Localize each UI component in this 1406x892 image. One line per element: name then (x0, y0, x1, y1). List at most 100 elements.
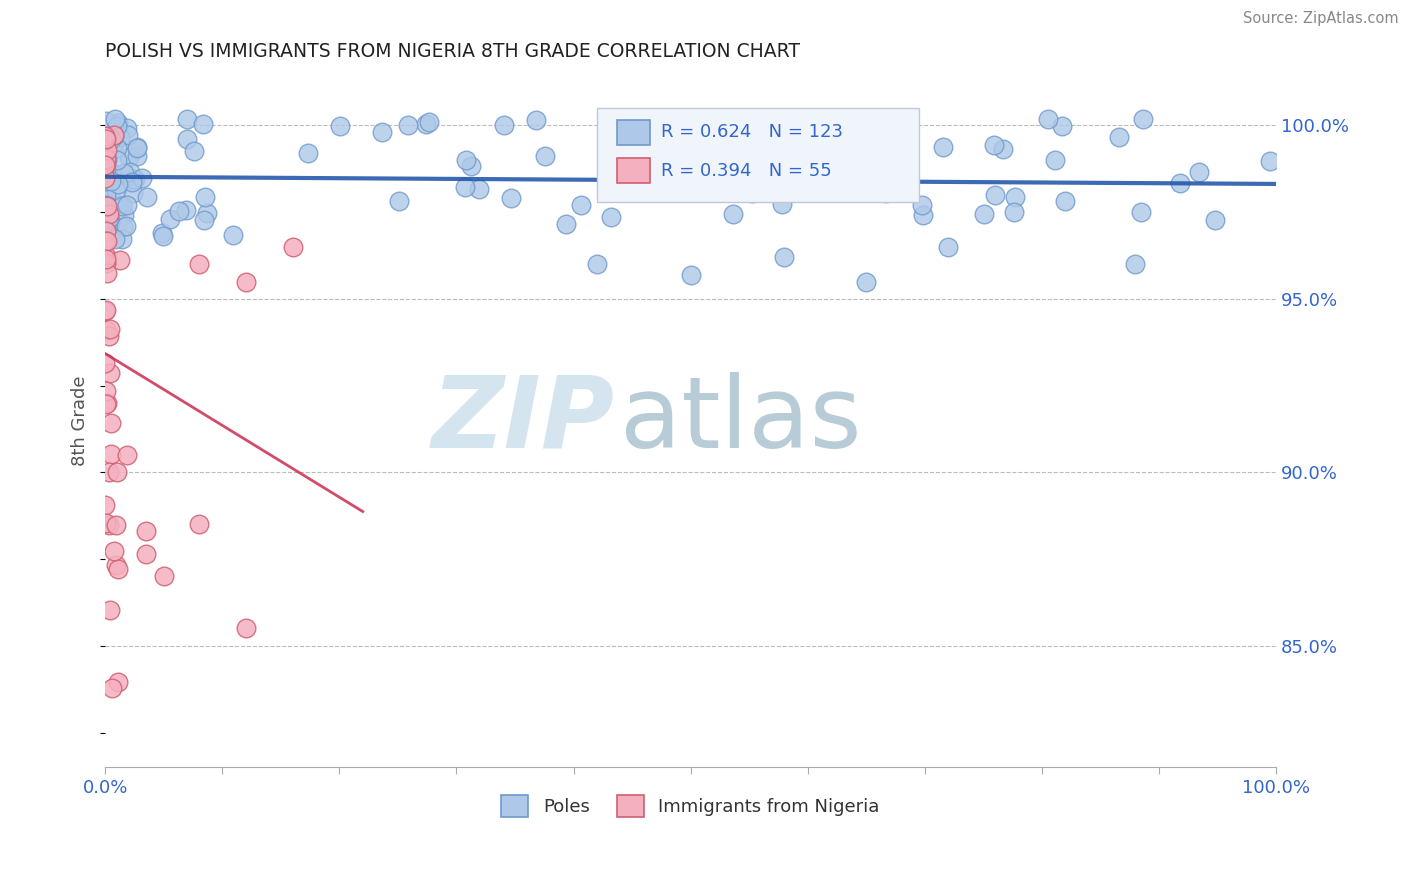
Point (936, 240, 959, 254)
Point (98, 213, 121, 227)
Point (96, 234, 118, 248)
Point (855, 275, 877, 289)
Point (94, 303, 117, 318)
Point (388, 194, 411, 208)
FancyBboxPatch shape (598, 108, 920, 202)
Point (569, 198, 592, 212)
Point (1132, 112, 1154, 127)
Point (111, 199, 134, 213)
Point (647, 117, 669, 131)
Text: POLISH VS IMMIGRANTS FROM NIGERIA 8TH GRADE CORRELATION CHART: POLISH VS IMMIGRANTS FROM NIGERIA 8TH GR… (105, 42, 800, 61)
Point (1052, 120, 1074, 134)
Point (738, 128, 761, 143)
Point (187, 517, 209, 532)
Point (112, 165, 135, 179)
Point (174, 203, 197, 218)
Point (96, 266, 118, 280)
Point (94, 169, 117, 183)
Point (96, 396, 118, 410)
Text: atlas: atlas (620, 372, 862, 469)
Point (103, 136, 125, 150)
Point (94, 198, 117, 212)
Point (104, 232, 127, 246)
Point (193, 212, 215, 227)
Point (118, 165, 141, 179)
Point (104, 112, 127, 126)
Point (98, 517, 121, 532)
Point (125, 149, 148, 163)
Point (533, 148, 555, 162)
Point (100, 174, 122, 188)
Point (176, 132, 198, 146)
Point (94, 224, 117, 238)
Point (98, 169, 121, 184)
Point (152, 229, 174, 244)
Point (108, 252, 131, 267)
Point (1130, 205, 1153, 219)
Point (97, 329, 120, 343)
Point (460, 159, 482, 173)
Legend: Poles, Immigrants from Nigeria: Poles, Immigrants from Nigeria (494, 788, 887, 824)
Point (721, 207, 744, 221)
Point (118, 150, 141, 164)
Point (645, 114, 668, 128)
Point (107, 674, 129, 689)
Text: Source: ZipAtlas.com: Source: ZipAtlas.com (1243, 11, 1399, 26)
Point (415, 117, 437, 131)
Point (94, 234, 117, 248)
Point (222, 228, 245, 243)
Point (117, 198, 139, 212)
Point (107, 116, 129, 130)
Point (100, 416, 122, 430)
Point (235, 622, 257, 636)
Point (1045, 153, 1067, 167)
Point (125, 140, 148, 154)
Point (100, 132, 122, 146)
FancyBboxPatch shape (617, 120, 650, 145)
Point (96, 516, 118, 530)
Point (94, 158, 117, 172)
Point (973, 207, 995, 221)
Point (1054, 194, 1077, 208)
Point (194, 190, 217, 204)
Point (586, 257, 609, 271)
Point (183, 144, 205, 158)
Point (94, 151, 117, 165)
Point (865, 173, 887, 187)
Point (98, 322, 121, 336)
Point (101, 681, 124, 695)
Point (911, 198, 934, 212)
Point (105, 153, 128, 168)
Point (679, 268, 702, 282)
Point (103, 128, 125, 143)
Point (112, 209, 135, 223)
Point (107, 177, 129, 191)
Point (121, 186, 143, 201)
Point (758, 112, 780, 127)
Point (107, 197, 129, 211)
Point (792, 147, 814, 161)
Point (281, 240, 304, 254)
Point (786, 179, 808, 194)
Point (115, 448, 138, 462)
Point (695, 169, 717, 184)
Point (107, 466, 129, 480)
Point (152, 569, 174, 583)
FancyBboxPatch shape (617, 158, 650, 183)
Point (136, 190, 159, 204)
Point (94, 397, 117, 411)
Point (121, 176, 143, 190)
Point (96, 157, 118, 171)
Point (396, 118, 419, 132)
Point (187, 257, 209, 271)
Point (96, 174, 118, 188)
Point (1258, 154, 1281, 169)
Text: R = 0.394   N = 55: R = 0.394 N = 55 (661, 161, 832, 179)
Text: R = 0.624   N = 123: R = 0.624 N = 123 (661, 123, 844, 142)
Point (131, 170, 153, 185)
Point (1002, 204, 1025, 219)
Point (94, 194, 117, 208)
Point (105, 518, 128, 533)
Point (94, 356, 117, 370)
Point (1038, 112, 1060, 127)
